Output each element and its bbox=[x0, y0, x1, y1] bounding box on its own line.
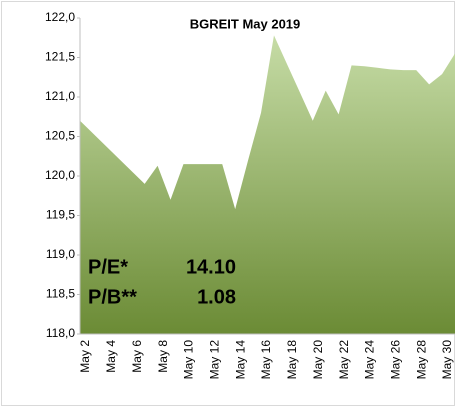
y-tick-label: 121,0 bbox=[45, 89, 75, 103]
x-tick-label: May 2 bbox=[78, 340, 92, 373]
chart-title: BGREIT May 2019 bbox=[190, 16, 301, 31]
y-tick-label: 118,5 bbox=[46, 287, 75, 301]
y-tick-label: 121,5 bbox=[45, 50, 75, 64]
y-tick-label: 119,0 bbox=[46, 247, 75, 261]
annotation-label: P/B** bbox=[88, 286, 137, 308]
x-tick-label: May 16 bbox=[259, 340, 273, 380]
x-tick-label: May 22 bbox=[337, 340, 351, 380]
x-tick-label: May 12 bbox=[207, 340, 221, 380]
y-tick-label: 119,5 bbox=[46, 208, 75, 222]
y-tick-label: 122,0 bbox=[45, 10, 75, 24]
x-tick-label: May 8 bbox=[156, 340, 170, 373]
y-tick-label: 120,0 bbox=[45, 168, 75, 182]
annotation-label: P/E* bbox=[88, 256, 128, 278]
x-tick-label: May 20 bbox=[311, 340, 325, 380]
y-tick-label: 120,5 bbox=[45, 129, 75, 143]
x-tick-label: May 28 bbox=[414, 340, 428, 380]
area bbox=[80, 35, 455, 334]
x-tick-label: May 14 bbox=[233, 340, 247, 380]
x-tick-label: May 24 bbox=[363, 340, 377, 380]
x-tick-label: May 18 bbox=[285, 340, 299, 380]
x-tick-label: May 30 bbox=[440, 340, 454, 380]
annotation-value: 14.10 bbox=[186, 256, 236, 278]
annotation-value: 1.08 bbox=[197, 286, 236, 308]
y-tick-label: 118,0 bbox=[46, 326, 75, 340]
x-tick-label: May 26 bbox=[389, 340, 403, 380]
x-tick-label: May 4 bbox=[104, 340, 118, 373]
x-tick-label: May 10 bbox=[182, 340, 196, 380]
x-tick-label: May 6 bbox=[130, 340, 144, 373]
